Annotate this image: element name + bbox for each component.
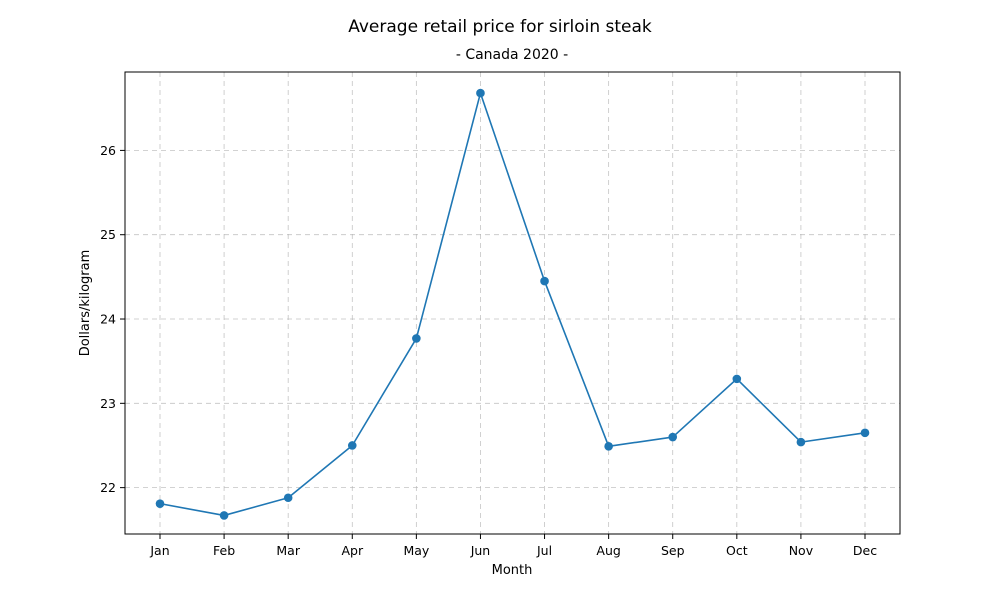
data-point bbox=[347, 441, 357, 450]
x-tick-label: Dec bbox=[853, 543, 877, 558]
data-point bbox=[668, 432, 678, 442]
y-axis-label: Dollars/kilogram bbox=[78, 250, 93, 357]
x-tick-label: Jul bbox=[536, 543, 552, 558]
y-tick-label: 24 bbox=[100, 312, 116, 327]
y-tick-label: 23 bbox=[100, 396, 116, 411]
data-point bbox=[155, 499, 165, 508]
data-point bbox=[860, 428, 870, 438]
data-point bbox=[219, 511, 229, 520]
axis-ticks: Jan Feb Mar Apr May Jun Jul Aug Sep Oct Nov Dec 22 23… bbox=[100, 143, 877, 558]
x-tick-label: Sep bbox=[661, 543, 685, 558]
chart-subtitle: - Canada 2020 - bbox=[456, 47, 568, 63]
y-tick-label: 26 bbox=[100, 143, 116, 158]
x-tick-label: Feb bbox=[213, 543, 235, 558]
y-tick-label: 25 bbox=[100, 227, 116, 242]
y-tick-label: 22 bbox=[100, 480, 116, 495]
series-layer bbox=[155, 88, 870, 520]
x-tick-label: Jan bbox=[149, 543, 169, 558]
x-tick-label: Jun bbox=[470, 543, 491, 558]
data-point bbox=[732, 374, 742, 384]
data-point bbox=[283, 493, 293, 503]
x-tick-label: Oct bbox=[726, 543, 748, 558]
data-point bbox=[412, 334, 421, 343]
x-axis-label: Month bbox=[492, 563, 533, 578]
data-point bbox=[796, 437, 806, 447]
chart-title: Average retail price for sirloin steak bbox=[348, 17, 652, 37]
grid bbox=[125, 72, 900, 534]
x-tick-label: Apr bbox=[341, 543, 363, 558]
data-point bbox=[604, 442, 613, 451]
x-tick-label: May bbox=[403, 543, 429, 558]
data-point bbox=[476, 88, 485, 98]
x-tick-label: Mar bbox=[276, 543, 300, 558]
x-tick-label: Aug bbox=[596, 543, 620, 558]
x-tick-label: Nov bbox=[789, 543, 814, 558]
series-line bbox=[159, 92, 866, 517]
data-point bbox=[540, 276, 549, 286]
plot-area-frame bbox=[124, 71, 901, 535]
